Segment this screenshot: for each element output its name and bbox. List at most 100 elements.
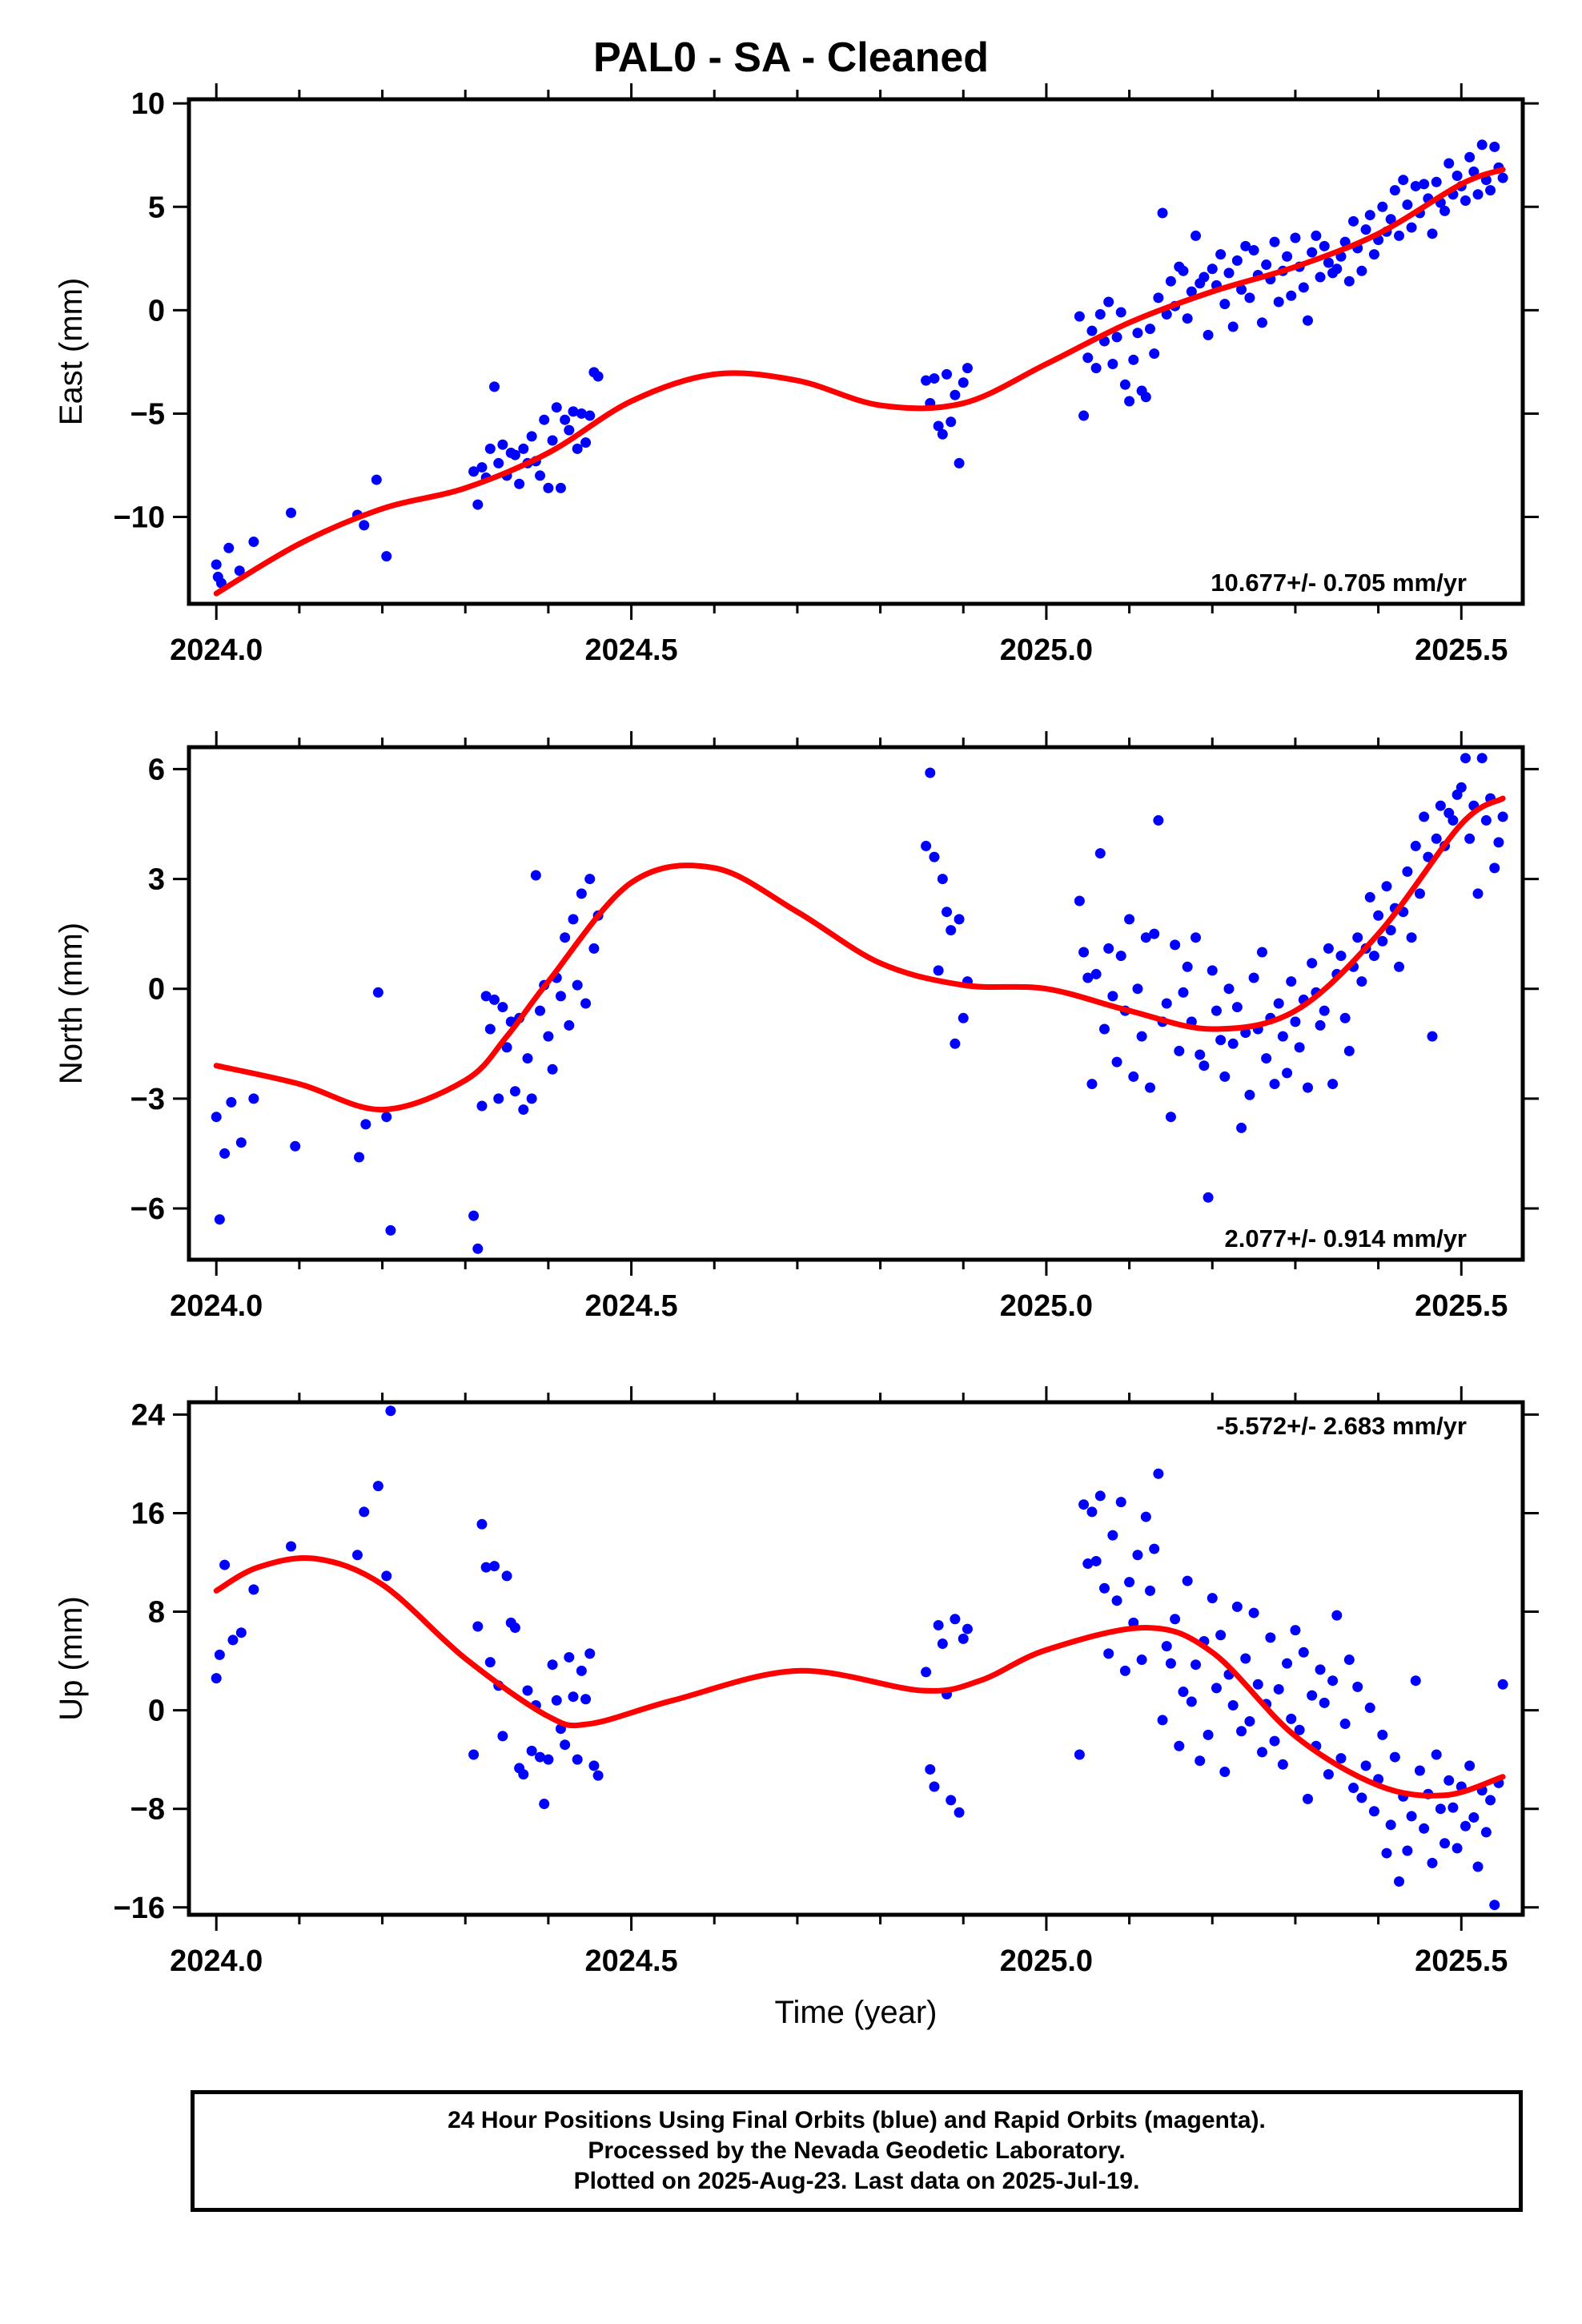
data-point xyxy=(1497,811,1508,822)
data-point xyxy=(1356,976,1367,987)
data-point xyxy=(584,874,596,885)
data-point xyxy=(1315,271,1326,283)
east-fit-line xyxy=(213,167,1506,597)
up-points xyxy=(211,1405,1508,1911)
data-point xyxy=(564,1019,575,1031)
data-point xyxy=(526,431,537,442)
data-point xyxy=(1115,307,1126,318)
data-point xyxy=(1447,1802,1459,1813)
data-point xyxy=(1182,313,1193,324)
data-point xyxy=(568,406,579,417)
data-point xyxy=(1090,363,1102,374)
data-point xyxy=(1140,1511,1151,1522)
data-point xyxy=(484,443,496,454)
data-point xyxy=(1178,265,1189,276)
data-point xyxy=(1240,1653,1251,1664)
data-point xyxy=(1460,195,1471,207)
data-point xyxy=(568,1691,579,1703)
data-point xyxy=(937,428,948,440)
data-point xyxy=(1343,275,1355,287)
data-point xyxy=(1419,811,1430,822)
data-point xyxy=(1195,1755,1206,1767)
data-point xyxy=(1443,1775,1455,1786)
data-point xyxy=(1277,1031,1288,1042)
data-point xyxy=(1476,139,1488,151)
data-point xyxy=(359,520,370,531)
data-point xyxy=(1315,1664,1326,1675)
data-point xyxy=(1385,214,1396,225)
up-y-tick-label: 24 xyxy=(131,1398,165,1432)
data-point xyxy=(1252,1679,1263,1690)
data-point xyxy=(1115,1497,1126,1508)
data-point xyxy=(1311,230,1322,241)
data-point xyxy=(1199,1060,1210,1072)
east-y-tick-label: 0 xyxy=(148,294,165,328)
data-point xyxy=(1402,866,1413,877)
data-point xyxy=(1302,1793,1313,1804)
data-point xyxy=(1298,282,1309,293)
up-y-tick-label: 16 xyxy=(131,1497,165,1530)
data-point xyxy=(1111,1595,1122,1606)
up-x-tick-label: 2025.5 xyxy=(1415,1944,1508,1978)
data-point xyxy=(1339,1012,1351,1023)
data-point xyxy=(543,1754,554,1765)
data-point xyxy=(925,1763,936,1775)
data-point xyxy=(214,1649,225,1660)
data-point xyxy=(1410,180,1421,191)
data-point xyxy=(1111,332,1122,343)
east-y-tick-label: 5 xyxy=(148,191,165,224)
data-point xyxy=(1406,932,1417,943)
data-point xyxy=(501,1042,512,1053)
data-point xyxy=(921,1667,932,1678)
data-point xyxy=(946,1795,957,1806)
data-point xyxy=(937,874,948,885)
up-y-tick-label: 8 xyxy=(148,1596,165,1630)
data-point xyxy=(489,381,500,392)
data-point xyxy=(1402,199,1413,211)
data-point xyxy=(1402,1845,1413,1856)
data-point xyxy=(1364,891,1375,903)
data-point xyxy=(1132,1550,1143,1561)
data-point xyxy=(509,1622,520,1634)
data-point xyxy=(1460,753,1471,764)
data-point xyxy=(1170,1614,1181,1625)
data-point xyxy=(1149,348,1160,360)
east-plot-frame xyxy=(187,97,1525,606)
data-point xyxy=(514,478,525,489)
data-point xyxy=(1086,1506,1098,1518)
data-point xyxy=(1439,205,1451,216)
data-point xyxy=(476,1518,488,1530)
data-point xyxy=(1381,1848,1392,1859)
data-point xyxy=(1182,961,1193,972)
data-point xyxy=(1273,1683,1284,1695)
data-point xyxy=(962,363,973,374)
data-point xyxy=(214,1214,225,1225)
data-point xyxy=(1452,171,1463,182)
data-point xyxy=(385,1224,396,1236)
data-point xyxy=(1273,998,1284,1009)
data-point xyxy=(493,457,504,468)
data-point xyxy=(1191,230,1202,241)
caption-line-3: Plotted on 2025-Aug-23. Last data on 202… xyxy=(573,2168,1140,2194)
data-point xyxy=(564,424,575,436)
data-point xyxy=(1186,1696,1197,1707)
data-point xyxy=(1302,1082,1313,1093)
data-point xyxy=(1086,1079,1098,1090)
data-point xyxy=(360,1119,371,1130)
east-y-tick-label: 10 xyxy=(131,87,165,121)
data-point xyxy=(351,1550,363,1561)
east-rate-label: 10.677+/- 0.705 mm/yr xyxy=(1211,569,1467,597)
north-x-tick-label: 2025.0 xyxy=(1000,1289,1093,1323)
data-point xyxy=(535,470,546,481)
north-y-tick-label: −6 xyxy=(130,1192,165,1226)
data-point xyxy=(1277,1759,1288,1770)
data-point xyxy=(480,1562,492,1573)
data-point xyxy=(1389,185,1400,196)
data-point xyxy=(950,1614,961,1625)
data-point xyxy=(1211,1683,1222,1694)
data-point xyxy=(372,987,383,998)
data-point xyxy=(1203,1192,1214,1203)
data-point xyxy=(1140,392,1151,403)
page-title: PAL0 - SA - Cleaned xyxy=(592,34,990,81)
data-point xyxy=(468,466,480,477)
